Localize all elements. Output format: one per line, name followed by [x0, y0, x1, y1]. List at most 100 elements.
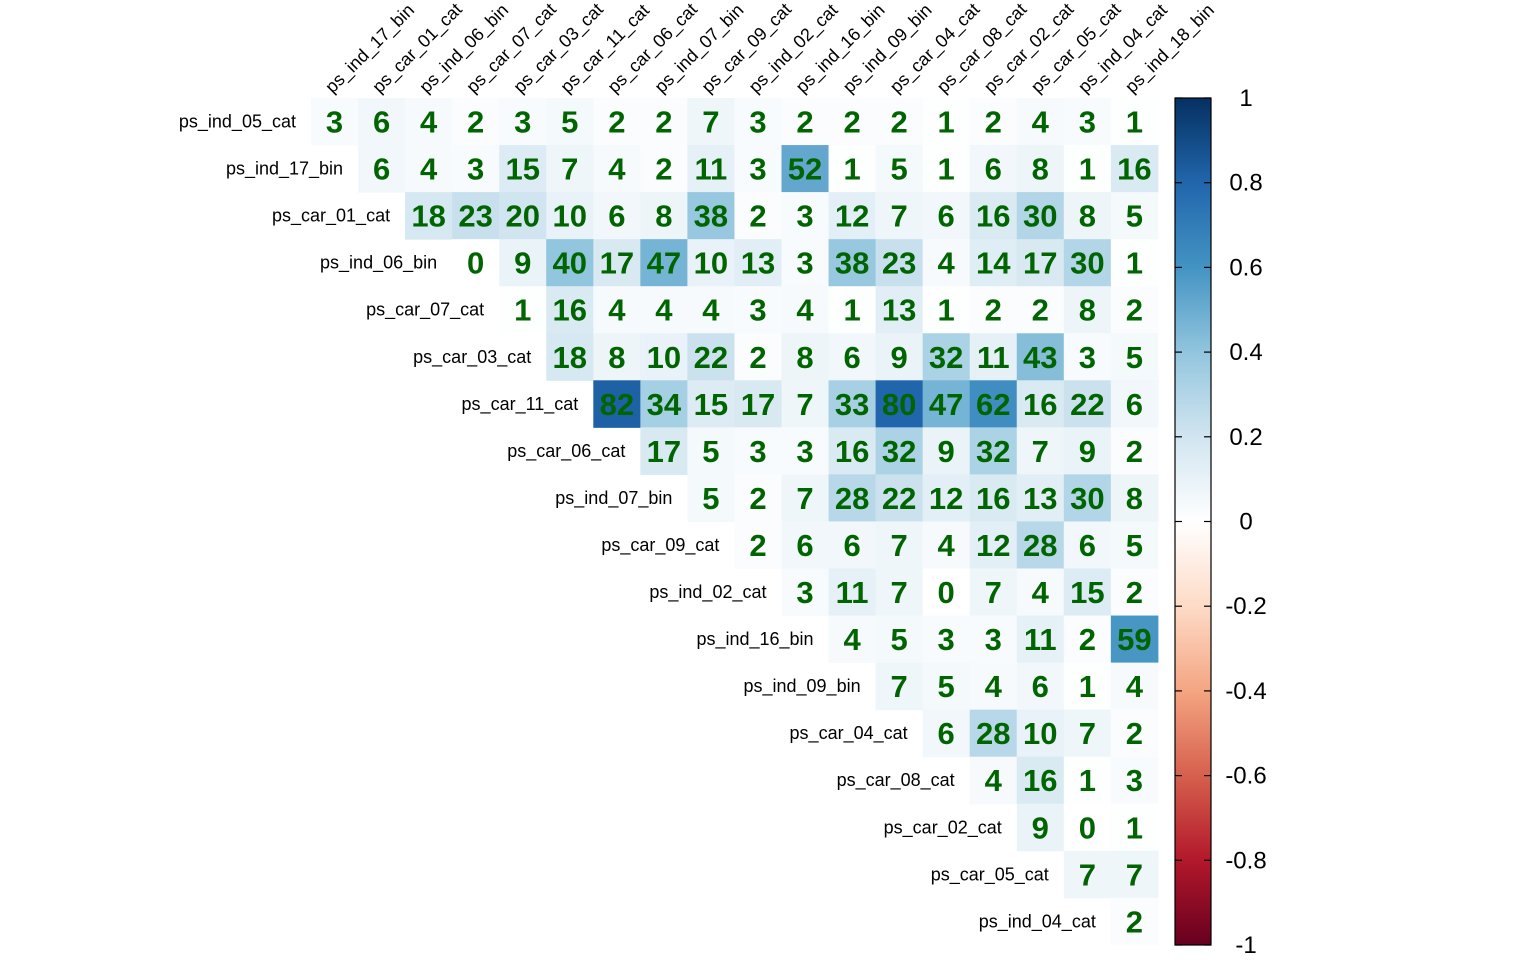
heatmap-cell-value: 13 — [1023, 481, 1057, 516]
heatmap-cell — [922, 192, 971, 240]
heatmap-cell — [969, 662, 1018, 711]
heatmap-cell-value: 2 — [467, 105, 484, 140]
heatmap-cell-value: 4 — [655, 293, 673, 328]
heatmap-cell — [1063, 192, 1112, 240]
heatmap-cell — [1110, 803, 1159, 852]
heatmap-cell — [875, 192, 924, 240]
heatmap-cell-value: 7 — [1126, 857, 1143, 892]
heatmap-cell-values: 3 6 4 2 3 5 2 2 7 3 2 2 2 1 2 4 3 16 4 3 15 7 4 2 11 3 52 1 5 1 6 8 1 161… — [326, 105, 1152, 940]
heatmap-cell-value: 22 — [1070, 387, 1104, 422]
heatmap-cell-value: 2 — [843, 105, 860, 140]
heatmap-cell-value: 16 — [1023, 763, 1057, 798]
heatmap-cell-value: 2 — [1126, 904, 1143, 939]
heatmap-cell — [593, 286, 641, 334]
heatmap-cell-value: 6 — [985, 152, 1002, 187]
heatmap-cell — [687, 192, 735, 240]
heatmap-cell — [828, 427, 877, 475]
heatmap-cell-value: 7 — [1079, 716, 1096, 751]
heatmap-cell — [922, 286, 971, 334]
heatmap-cell-value: 17 — [647, 434, 681, 469]
heatmap-cell — [1063, 615, 1112, 664]
heatmap-cell — [1016, 286, 1065, 334]
heatmap-cell-value: 5 — [702, 481, 719, 516]
heatmap-cell — [781, 239, 830, 287]
heatmap-cell-value: 28 — [1023, 528, 1057, 563]
heatmap-cell — [1110, 474, 1159, 522]
heatmap-cell-value: 3 — [467, 152, 484, 187]
heatmap-cell-value: 1 — [938, 152, 955, 187]
heatmap-cell — [875, 333, 924, 381]
heatmap-cell — [969, 568, 1018, 617]
heatmap-cell-value: 10 — [553, 199, 587, 234]
heatmap-cell — [922, 380, 971, 428]
heatmap-cell-value: 15 — [694, 387, 728, 422]
row-label: ps_car_02_cat — [884, 817, 1002, 838]
heatmap-cell-value: 32 — [976, 434, 1010, 469]
heatmap-cell-value: 8 — [1079, 199, 1096, 234]
heatmap-cell-value: 2 — [655, 105, 672, 140]
heatmap-cell — [1110, 239, 1159, 287]
heatmap-cell-value: 7 — [796, 387, 813, 422]
heatmap-cell — [546, 98, 594, 146]
heatmap-cell — [781, 521, 830, 569]
heatmap-cell — [1016, 192, 1065, 240]
heatmap-cell-value: 62 — [976, 387, 1010, 422]
heatmap-cell-value: 2 — [749, 528, 766, 563]
heatmap-cell — [781, 474, 830, 522]
heatmap-cell-value: 40 — [553, 246, 587, 281]
heatmap-cell — [922, 709, 971, 758]
heatmap-cell — [828, 380, 877, 428]
row-labels: ps_ind_05_cat ps_ind_17_bin ps_car_01_catp… — [179, 112, 1096, 933]
heatmap-cell-value: 38 — [694, 199, 728, 234]
heatmap-cell-value: 12 — [976, 528, 1010, 563]
heatmap-cell-value: 9 — [891, 340, 908, 375]
heatmap-cell — [1016, 427, 1065, 475]
heatmap-cell-value: 17 — [741, 387, 775, 422]
heatmap-cell — [922, 474, 971, 522]
heatmap-cell-value: 6 — [1079, 528, 1096, 563]
heatmap-cell — [875, 427, 924, 475]
heatmap-cell — [922, 239, 971, 287]
heatmap-cell-value: 28 — [976, 716, 1010, 751]
heatmap-cell — [405, 145, 453, 193]
heatmap-cell-value: 3 — [1079, 105, 1096, 140]
heatmap-cell — [640, 380, 688, 428]
heatmap-cell — [828, 333, 877, 381]
heatmap-cell-value: 8 — [655, 199, 672, 234]
heatmap-cell — [405, 192, 453, 240]
heatmap-cell — [734, 145, 782, 193]
heatmap-cell-value: 82 — [600, 387, 634, 422]
heatmap-cell-value: 1 — [843, 293, 860, 328]
colorbar: 1 0.8 0.6 0.4 0.2 0 -0.2 -0.4 -0.6 -0.8 -1 — [1174, 85, 1267, 959]
heatmap-cell-value: 3 — [938, 622, 955, 657]
heatmap-cell-value: 7 — [891, 199, 908, 234]
heatmap-cell-value: 2 — [608, 105, 625, 140]
heatmap-cell-value: 10 — [647, 340, 681, 375]
heatmap-cell-value: 2 — [1032, 293, 1049, 328]
heatmap-cell — [828, 286, 877, 334]
heatmap-cell — [875, 615, 924, 664]
heatmap-cell-value: 2 — [655, 152, 672, 187]
heatmap-cell — [1110, 568, 1159, 617]
heatmap-cell — [1016, 333, 1065, 381]
row-label: ps_ind_05_cat — [179, 112, 296, 133]
heatmap-cell-value: 7 — [891, 528, 908, 563]
heatmap-cell-value: 3 — [1126, 763, 1143, 798]
heatmap-cell-value: 4 — [1126, 669, 1144, 704]
heatmap-cell-value: 3 — [796, 246, 813, 281]
row-label: ps_ind_06_bin — [320, 253, 437, 274]
heatmap-cell — [640, 192, 688, 240]
heatmap-cell-value: 6 — [843, 340, 860, 375]
heatmap-cell-value: 5 — [702, 434, 719, 469]
heatmap-cell — [593, 145, 641, 193]
heatmap-cell-value: 8 — [796, 340, 813, 375]
heatmap-cell-value: 4 — [985, 763, 1003, 798]
heatmap-cell — [546, 333, 594, 381]
heatmap-cell — [922, 333, 971, 381]
heatmap-cell-value: 16 — [1117, 152, 1151, 187]
heatmap-cell — [1063, 850, 1112, 899]
heatmap-cell-value: 7 — [985, 575, 1002, 610]
heatmap-cell-value: 18 — [411, 199, 445, 234]
heatmap-cell — [687, 474, 735, 522]
heatmap-cell-value: 2 — [891, 105, 908, 140]
